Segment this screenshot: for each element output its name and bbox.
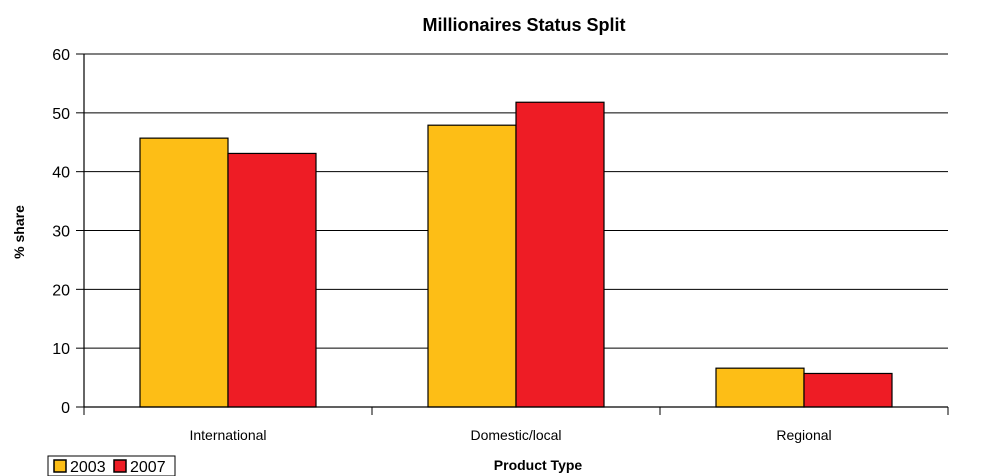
y-axis-ticks: 0 10 20 30 40 50 60 [52,47,84,417]
x-category-label: Regional [776,427,831,443]
x-category-label: Domestic/local [470,427,561,443]
bar-2003-international [139,137,229,408]
chart-title: Millionaires Status Split [422,15,625,35]
y-tick-label: 10 [52,341,70,358]
bar-2007-international [227,152,317,408]
bar-2007-domestic-local [515,101,605,408]
y-tick-label: 40 [52,165,70,182]
bars [139,101,893,408]
legend-box [47,455,176,476]
y-tick-label: 50 [52,106,70,123]
bar-2003-domestic-local [427,124,517,408]
x-axis-categories: International Domestic/local Regional [189,427,831,443]
legend: 2003 2007 [47,455,176,476]
legend-swatch-2003 [53,459,67,473]
y-tick-label: 30 [52,224,70,241]
x-category-label: International [189,427,266,443]
axes [83,54,949,415]
y-tick-label: 0 [61,400,70,417]
y-tick-label: 20 [52,282,70,299]
bar-2007-regional [803,372,893,408]
y-axis-label: % share [11,205,27,259]
legend-label-2007: 2007 [130,459,166,476]
legend-swatch-2007 [113,459,127,473]
y-tick-label: 60 [52,47,70,64]
legend-label-2003: 2003 [70,459,106,476]
x-axis-label: Product Type [494,457,583,473]
bar-2003-regional [715,367,805,408]
